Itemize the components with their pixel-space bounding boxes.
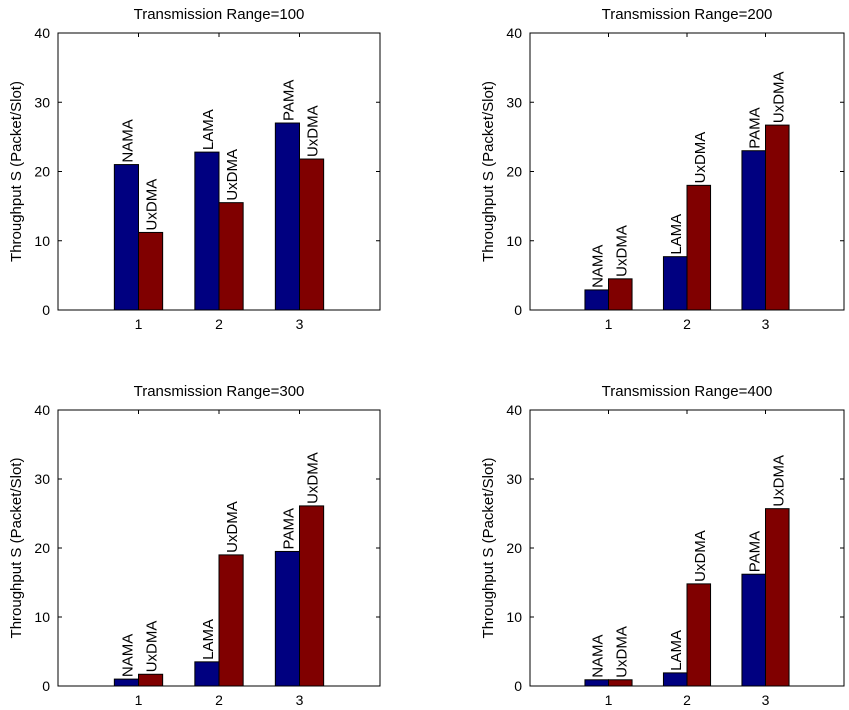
bar-series-2-cat-1 (138, 231, 164, 311)
bar-series-1-cat-2 (194, 661, 220, 687)
bar-series-2-cat-3 (765, 124, 790, 311)
bar-label-series-2-cat-1: UxDMA (613, 626, 630, 678)
x-tick-label: 1 (605, 692, 613, 708)
bar-series-2-cat-1 (608, 679, 633, 687)
y-tick-label: 30 (34, 94, 50, 110)
bar-label-series-1-cat-3: PAMA (747, 107, 764, 148)
y-tick-label: 10 (506, 233, 522, 249)
y-tick-label: 30 (506, 94, 522, 110)
y-tick-label: 30 (506, 471, 522, 487)
x-tick-label: 1 (135, 316, 143, 332)
bar-label-series-2-cat-2: UxDMA (692, 530, 709, 582)
bar-series-2-cat-2 (218, 202, 244, 311)
chart-panel-2: NAMA LAMA PAMA UxDMA UxDMA UxDMA 0 10 20 30 40 1 2 3 T… (480, 6, 845, 332)
bar-series-1-cat-2 (662, 256, 688, 311)
bar-series-2-cat-2 (218, 554, 244, 687)
bar-label-series-2-cat-3: UxDMA (770, 71, 787, 123)
y-tick-label: 40 (506, 25, 522, 41)
bar-series-1-cat-1 (113, 164, 139, 311)
y-axis-title: Throughput S (Packet/Slot) (8, 458, 25, 639)
bar-series-2-cat-1 (608, 278, 633, 311)
y-tick-label: 0 (42, 302, 50, 318)
bar-label-series-2-cat-2: UxDMA (224, 501, 241, 553)
bar-label-series-1-cat-2: LAMA (200, 619, 217, 660)
bar-series-2-cat-3 (765, 508, 790, 687)
bar-label-series-2-cat-1: UxDMA (613, 225, 630, 277)
bar-label-series-1-cat-1: NAMA (119, 634, 136, 677)
x-tick-label: 2 (215, 692, 223, 708)
y-tick-label: 20 (506, 540, 522, 556)
y-axis-title: Throughput S (Packet/Slot) (8, 81, 25, 262)
x-tick-label: 3 (762, 316, 770, 332)
bar-label-series-2-cat-3: UxDMA (305, 105, 322, 157)
bar-series-1-cat-2 (194, 151, 220, 311)
x-tick-label: 3 (296, 692, 304, 708)
chart-panel-3: NAMA LAMA PAMA UxDMA UxDMA UxDMA 0 10 20 30 40 1 2 3 T… (8, 383, 381, 708)
y-tick-label: 40 (34, 25, 50, 41)
y-tick-label: 30 (34, 471, 50, 487)
bar-series-1-cat-1 (584, 289, 610, 311)
y-tick-label: 0 (514, 678, 522, 694)
bar-series-2-cat-2 (686, 583, 712, 687)
y-tick-label: 0 (42, 678, 50, 694)
y-axis-title: Throughput S (Packet/Slot) (480, 81, 497, 262)
y-tick-label: 20 (34, 164, 50, 180)
bar-series-1-cat-3 (741, 150, 767, 311)
bar-series-1-cat-3 (274, 550, 301, 687)
chart-title: Transmission Range=400 (602, 383, 773, 400)
bar-label-series-1-cat-1: NAMA (590, 245, 607, 288)
bar-label-series-1-cat-3: PAMA (747, 531, 764, 572)
bar-label-series-1-cat-1: NAMA (590, 634, 607, 677)
chart-title: Transmission Range=300 (134, 383, 305, 400)
bar-series-2-cat-3 (299, 505, 325, 687)
x-tick-label: 3 (762, 692, 770, 708)
chart-panel-4: NAMA LAMA PAMA UxDMA UxDMA UxDMA 0 10 20 30 40 1 2 3 T… (480, 383, 845, 708)
bar-series-1-cat-2 (662, 672, 688, 687)
y-tick-label: 20 (34, 540, 50, 556)
bar-series-2-cat-3 (299, 158, 325, 311)
y-tick-label: 10 (34, 609, 50, 625)
bar-series-1-cat-3 (274, 122, 301, 311)
bar-label-series-1-cat-2: LAMA (200, 109, 217, 150)
bar-label-series-1-cat-1: NAMA (119, 119, 136, 162)
y-tick-label: 40 (506, 402, 522, 418)
bar-series-1-cat-1 (584, 679, 610, 687)
chart-panel-1: NAMA LAMA PAMA UxDMA UxDMA UxDMA 0 10 20 30 40 1 2 3 T… (8, 6, 381, 332)
y-axis-title: Throughput S (Packet/Slot) (480, 458, 497, 639)
bar-series-1-cat-1 (113, 678, 139, 687)
x-tick-label: 1 (605, 316, 613, 332)
x-tick-label: 3 (296, 316, 304, 332)
x-tick-label: 1 (135, 692, 143, 708)
x-tick-label: 2 (683, 692, 691, 708)
bar-label-series-2-cat-3: UxDMA (770, 455, 787, 507)
bar-series-1-cat-3 (741, 573, 767, 687)
y-tick-label: 10 (34, 233, 50, 249)
bar-series-2-cat-1 (138, 673, 164, 687)
chart-title: Transmission Range=200 (602, 6, 773, 23)
chart-title: Transmission Range=100 (134, 6, 305, 23)
bar-label-series-2-cat-1: UxDMA (144, 621, 161, 673)
bar-label-series-2-cat-3: UxDMA (305, 452, 322, 504)
y-tick-label: 10 (506, 609, 522, 625)
bar-label-series-1-cat-2: LAMA (668, 630, 685, 671)
bar-label-series-1-cat-3: PAMA (280, 80, 297, 121)
bar-label-series-2-cat-2: UxDMA (692, 132, 709, 184)
bar-label-series-2-cat-1: UxDMA (144, 179, 161, 231)
bar-label-series-1-cat-3: PAMA (280, 508, 297, 549)
y-tick-label: 0 (514, 302, 522, 318)
bar-label-series-2-cat-2: UxDMA (224, 149, 241, 201)
x-tick-label: 2 (215, 316, 223, 332)
bar-series-2-cat-2 (686, 184, 712, 311)
y-tick-label: 40 (34, 402, 50, 418)
bar-label-series-1-cat-2: LAMA (668, 214, 685, 255)
x-tick-label: 2 (683, 316, 691, 332)
y-tick-label: 20 (506, 164, 522, 180)
